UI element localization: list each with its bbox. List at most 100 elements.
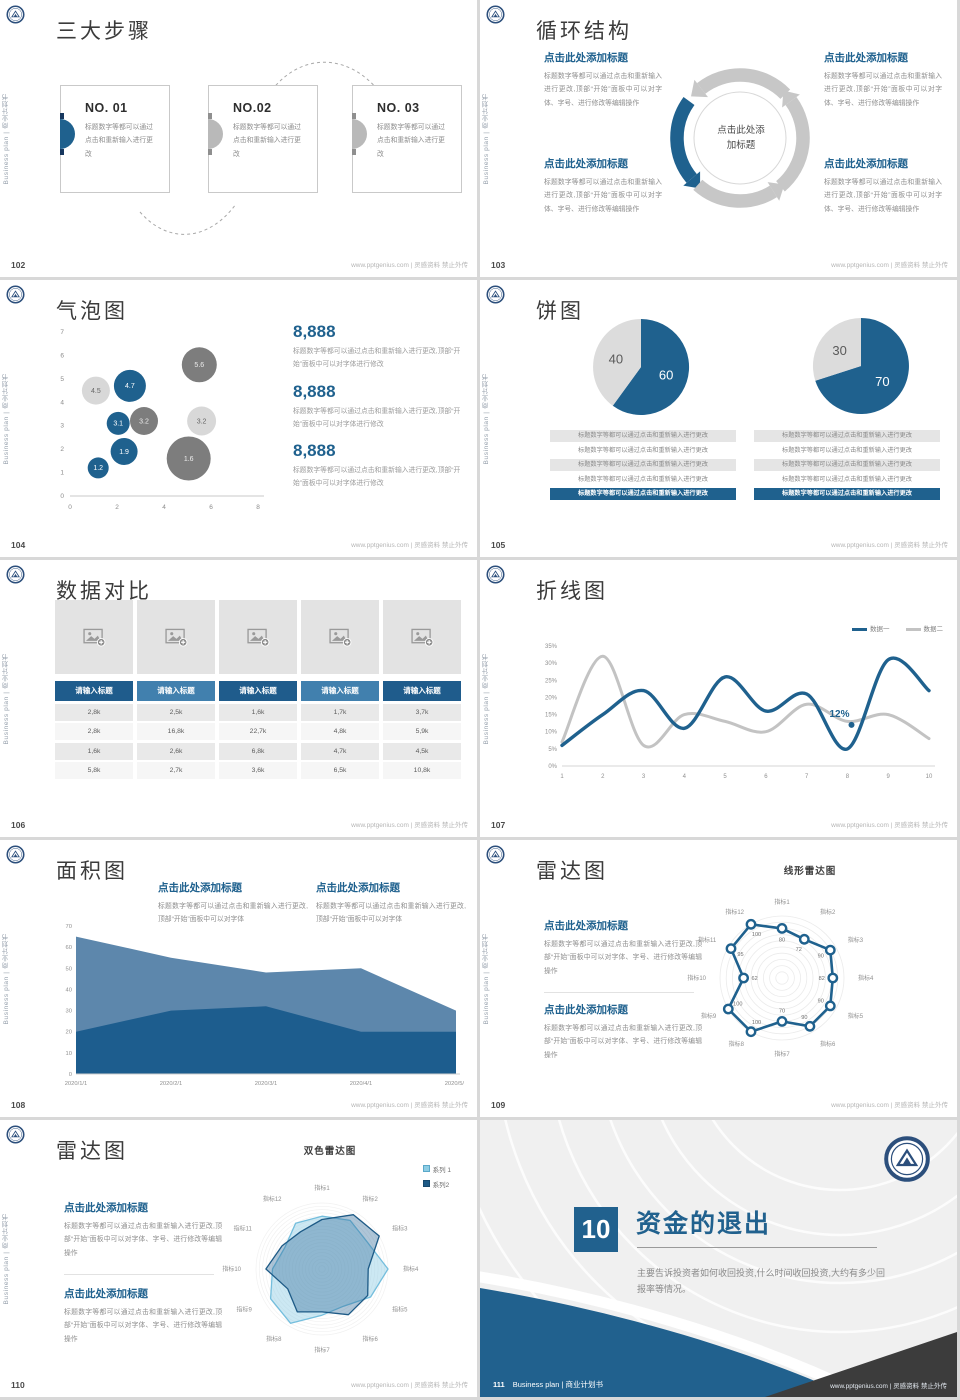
slide-title: 饼图 [536, 300, 584, 323]
legend-item-series1: 数据一 [852, 623, 890, 633]
sidebar-watermark: Business plan | 商业计划书 [483, 933, 490, 1024]
cycle-center-label[interactable]: 点击此处添加标题 [717, 125, 765, 151]
page-number: 111 [493, 1380, 505, 1389]
series1-swatch [422, 1165, 430, 1172]
image-placeholder[interactable] [383, 600, 461, 674]
placeholder-heading: 点击此处添加标题 [64, 1202, 148, 1214]
svg-text:35%: 35% [545, 644, 558, 650]
svg-text:指标4: 指标4 [858, 974, 874, 982]
text-block-top-right[interactable]: 点击此处添加标题 标题数字等都可以通过点击和重新输入进行更改,顶部“开始”面板中… [824, 50, 942, 110]
slide-106-data-comparison[interactable]: Business plan | 商业计划书 数据对比 请输入标题 2,8k 2,8k… [0, 560, 477, 837]
table-cell: 4,7k [301, 742, 379, 760]
table-cell: 2,6k [137, 742, 215, 760]
step-card-2[interactable]: NO.02 标题数字等都可以通过点击和重新输入进行更改 [208, 85, 318, 193]
svg-text:2020/3/1: 2020/3/1 [255, 1081, 278, 1087]
svg-text:2020/1/1: 2020/1/1 [65, 1081, 88, 1087]
step-card-3[interactable]: NO. 03 标题数字等都可以通过点击和重新输入进行更改 [352, 85, 462, 193]
placeholder-body: 标题数字等都可以通过点击和重新输入进行更改,顶部“开始”面板中可以对字体、字号、… [544, 179, 662, 213]
placeholder-body: 标题数字等都可以通过点击和重新输入进行更改,顶部“开始”面板中可以对字体、字号、… [824, 179, 942, 213]
university-logo [883, 1135, 931, 1183]
page-number: 104 [11, 540, 26, 550]
table-header-cell: 请输入标题 [383, 681, 461, 701]
page-number: 110 [11, 1380, 25, 1390]
radar-chart-line: 指标1 指标2 指标3 指标4 指标5 指标6 指标7 指标8 指标9 指标10 指标11 指标12 8… [687, 898, 874, 1058]
placeholder-body: 标题数字等都可以通过点击和重新输入进行更改,顶部“开始”面板中可以对字体、字号、… [824, 73, 942, 107]
pie-caption-row: 标题数字等都可以通过点击和重新输入进行更改 [782, 446, 912, 454]
svg-text:90: 90 [818, 998, 824, 1004]
table-column: 请输入标题 2,8k 2,8k 1,6k 5,8k [55, 600, 133, 779]
image-placeholder[interactable] [55, 600, 133, 674]
placeholder-heading: 点击此处添加标题 [158, 882, 242, 894]
pie-caption-row[interactable]: 标题数字等都可以通过点击和重新输入进行更改 [754, 488, 940, 500]
svg-text:2020/2/1: 2020/2/1 [160, 1081, 183, 1087]
text-block-right[interactable]: 点击此处添加标题 标题数字等都可以通过点击和重新输入进行更改,顶部“开始”面板中… [316, 880, 466, 927]
stat-block-1[interactable]: 8,888 标题数字等都可以通过点击和重新输入进行更改,顶部“开始”面板中可以对… [293, 322, 463, 372]
stat-block-2[interactable]: 8,888 标题数字等都可以通过点击和重新输入进行更改,顶部“开始”面板中可以对… [293, 382, 463, 432]
cover-meta: Business plan | 商业计划书 [512, 1380, 603, 1389]
stat-value: 8,888 [293, 382, 336, 401]
svg-text:100: 100 [752, 1020, 761, 1026]
text-block-bottom-right[interactable]: 点击此处添加标题 标题数字等都可以通过点击和重新输入进行更改,顶部“开始”面板中… [824, 156, 942, 216]
image-placeholder[interactable] [301, 600, 379, 674]
series2-swatch [422, 1180, 430, 1187]
chart-subtitle: 双色雷达图 [303, 1146, 357, 1157]
text-block-1[interactable]: 点击此处添加标题 标题数字等都可以通过点击和重新输入进行更改,顶部“开始”面板中… [64, 1200, 222, 1260]
text-block-left[interactable]: 点击此处添加标题 标题数字等都可以通过点击和重新输入进行更改,顶部“开始”面板中… [158, 880, 308, 927]
slide-footer: www.pptgenius.com | 灵感资料 禁止外传 [351, 1102, 468, 1109]
svg-text:指标11: 指标11 [234, 1225, 253, 1233]
svg-text:5: 5 [723, 774, 727, 780]
table-column: 请输入标题 1,6k 22,7k 6,8k 3,6k [219, 600, 297, 779]
svg-text:7: 7 [60, 329, 64, 336]
text-block-2[interactable]: 点击此处添加标题 标题数字等都可以通过点击和重新输入进行更改,顶部“开始”面板中… [64, 1286, 222, 1346]
slide-105-pie-charts[interactable]: Business plan | 商业计划书 饼图 60 40 70 30 标题数字等… [480, 280, 957, 557]
text-block-1[interactable]: 点击此处添加标题 标题数字等都可以通过点击和重新输入进行更改,顶部“开始”面板中… [544, 918, 702, 978]
svg-text:0%: 0% [548, 764, 557, 770]
sidebar-watermark: Business plan | 商业计划书 [3, 1213, 10, 1304]
svg-text:指标12: 指标12 [725, 908, 744, 916]
stat-body: 标题数字等都可以通过点击和重新输入进行更改,顶部“开始”面板中可以对字体进行修改 [293, 467, 461, 487]
slide-111-section-cover[interactable]: 10 资金的退出 主要告诉投资者如何收回投资,什么时间收回投资,大约有多少回报率… [480, 1120, 957, 1397]
sidebar-watermark: Business plan | 商业计划书 [483, 93, 490, 184]
slide-104-bubble-chart[interactable]: Business plan | 商业计划书 气泡图 0 1 2 3 4 5 6 7 0 2 4 6 8 4… [0, 280, 477, 557]
placeholder-heading: 点击此处添加标题 [64, 1288, 148, 1300]
series1-line-swatch [852, 627, 867, 631]
stat-block-3[interactable]: 8,888 标题数字等都可以通过点击和重新输入进行更改,顶部“开始”面板中可以对… [293, 441, 463, 491]
pie-caption-row[interactable]: 标题数字等都可以通过点击和重新输入进行更改 [550, 488, 736, 500]
slide-102-three-steps[interactable]: Business plan | 商业计划书 三大步骤 NO. 01 标题数字等都… [0, 0, 477, 277]
step-card-1[interactable]: NO. 01 标题数字等都可以通过点击和重新输入进行更改 [60, 85, 170, 193]
slide-109-radar-line[interactable]: Business plan | 商业计划书 雷达图 线形雷达图 点击此处添加标题… [480, 840, 957, 1117]
svg-text:2: 2 [115, 504, 119, 511]
pie-caption-list-left: 标题数字等都可以通过点击和重新输入进行更改 标题数字等都可以通过点击和重新输入进行… [550, 430, 736, 503]
placeholder-body: 标题数字等都可以通过点击和重新输入进行更改,顶部“开始”面板中可以对字体、字号、… [544, 941, 702, 975]
svg-text:60: 60 [659, 368, 673, 383]
table-cell: 1,7k [301, 703, 379, 721]
step-body: 标题数字等都可以通过点击和重新输入进行更改 [233, 124, 301, 158]
series2-line-swatch [905, 627, 921, 631]
slide-title: 数据对比 [56, 580, 152, 603]
text-block-2[interactable]: 点击此处添加标题 标题数字等都可以通过点击和重新输入进行更改,顶部“开始”面板中… [544, 1002, 702, 1062]
slide-103-cycle[interactable]: Business plan | 商业计划书 循环结构 点击此处添加标题 标题数字… [480, 0, 957, 277]
slide-107-line-chart[interactable]: Business plan | 商业计划书 折线图 数据一 数据二 0% 5% 10… [480, 560, 957, 837]
text-block-top-left[interactable]: 点击此处添加标题 标题数字等都可以通过点击和重新输入进行更改,顶部“开始”面板中… [544, 50, 662, 110]
svg-text:指标3: 指标3 [848, 936, 864, 944]
step-number: NO.02 [233, 101, 272, 115]
image-placeholder[interactable] [137, 600, 215, 674]
svg-text:指标1: 指标1 [774, 898, 790, 906]
svg-text:3.2: 3.2 [139, 418, 149, 425]
pie-chart-right: 70 30 [812, 317, 909, 414]
svg-text:0: 0 [60, 493, 64, 500]
image-placeholder[interactable] [219, 600, 297, 674]
slide-110-radar-dual[interactable]: Business plan | 商业计划书 雷达图 双色雷达图 系列 1 系列2… [0, 1120, 477, 1397]
svg-text:1.2: 1.2 [93, 465, 103, 472]
image-placeholder-icon [246, 628, 269, 647]
cycle-arrows-diagram [670, 68, 810, 208]
text-block-bottom-left[interactable]: 点击此处添加标题 标题数字等都可以通过点击和重新输入进行更改,顶部“开始”面板中… [544, 156, 662, 216]
slide-108-area-chart[interactable]: Business plan | 商业计划书 面积图 点击此处添加标题 标题数字等… [0, 840, 477, 1117]
table-column: 请输入标题 3,7k 5,9k 4,5k 10,8k [383, 600, 461, 779]
svg-text:20%: 20% [545, 695, 558, 701]
svg-text:12%: 12% [829, 709, 849, 720]
svg-text:指标7: 指标7 [314, 1346, 330, 1354]
slide-footer: www.pptgenius.com | 灵感资料 禁止外传 [831, 822, 948, 829]
svg-text:指标9: 指标9 [701, 1012, 717, 1020]
step-connector-arcs [139, 61, 477, 235]
